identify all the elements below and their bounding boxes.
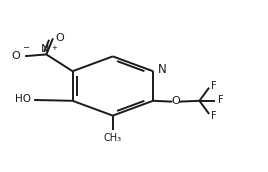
Text: CH₃: CH₃ — [104, 133, 122, 143]
Text: −: − — [22, 43, 29, 52]
Text: F: F — [218, 95, 224, 105]
Text: N: N — [41, 44, 49, 54]
Text: F: F — [211, 111, 217, 121]
Text: O: O — [12, 51, 21, 61]
Text: N: N — [158, 63, 166, 76]
Text: +: + — [51, 45, 57, 51]
Text: O: O — [55, 33, 64, 43]
Text: O: O — [171, 96, 180, 106]
Text: HO: HO — [16, 94, 31, 104]
Text: F: F — [211, 80, 217, 91]
